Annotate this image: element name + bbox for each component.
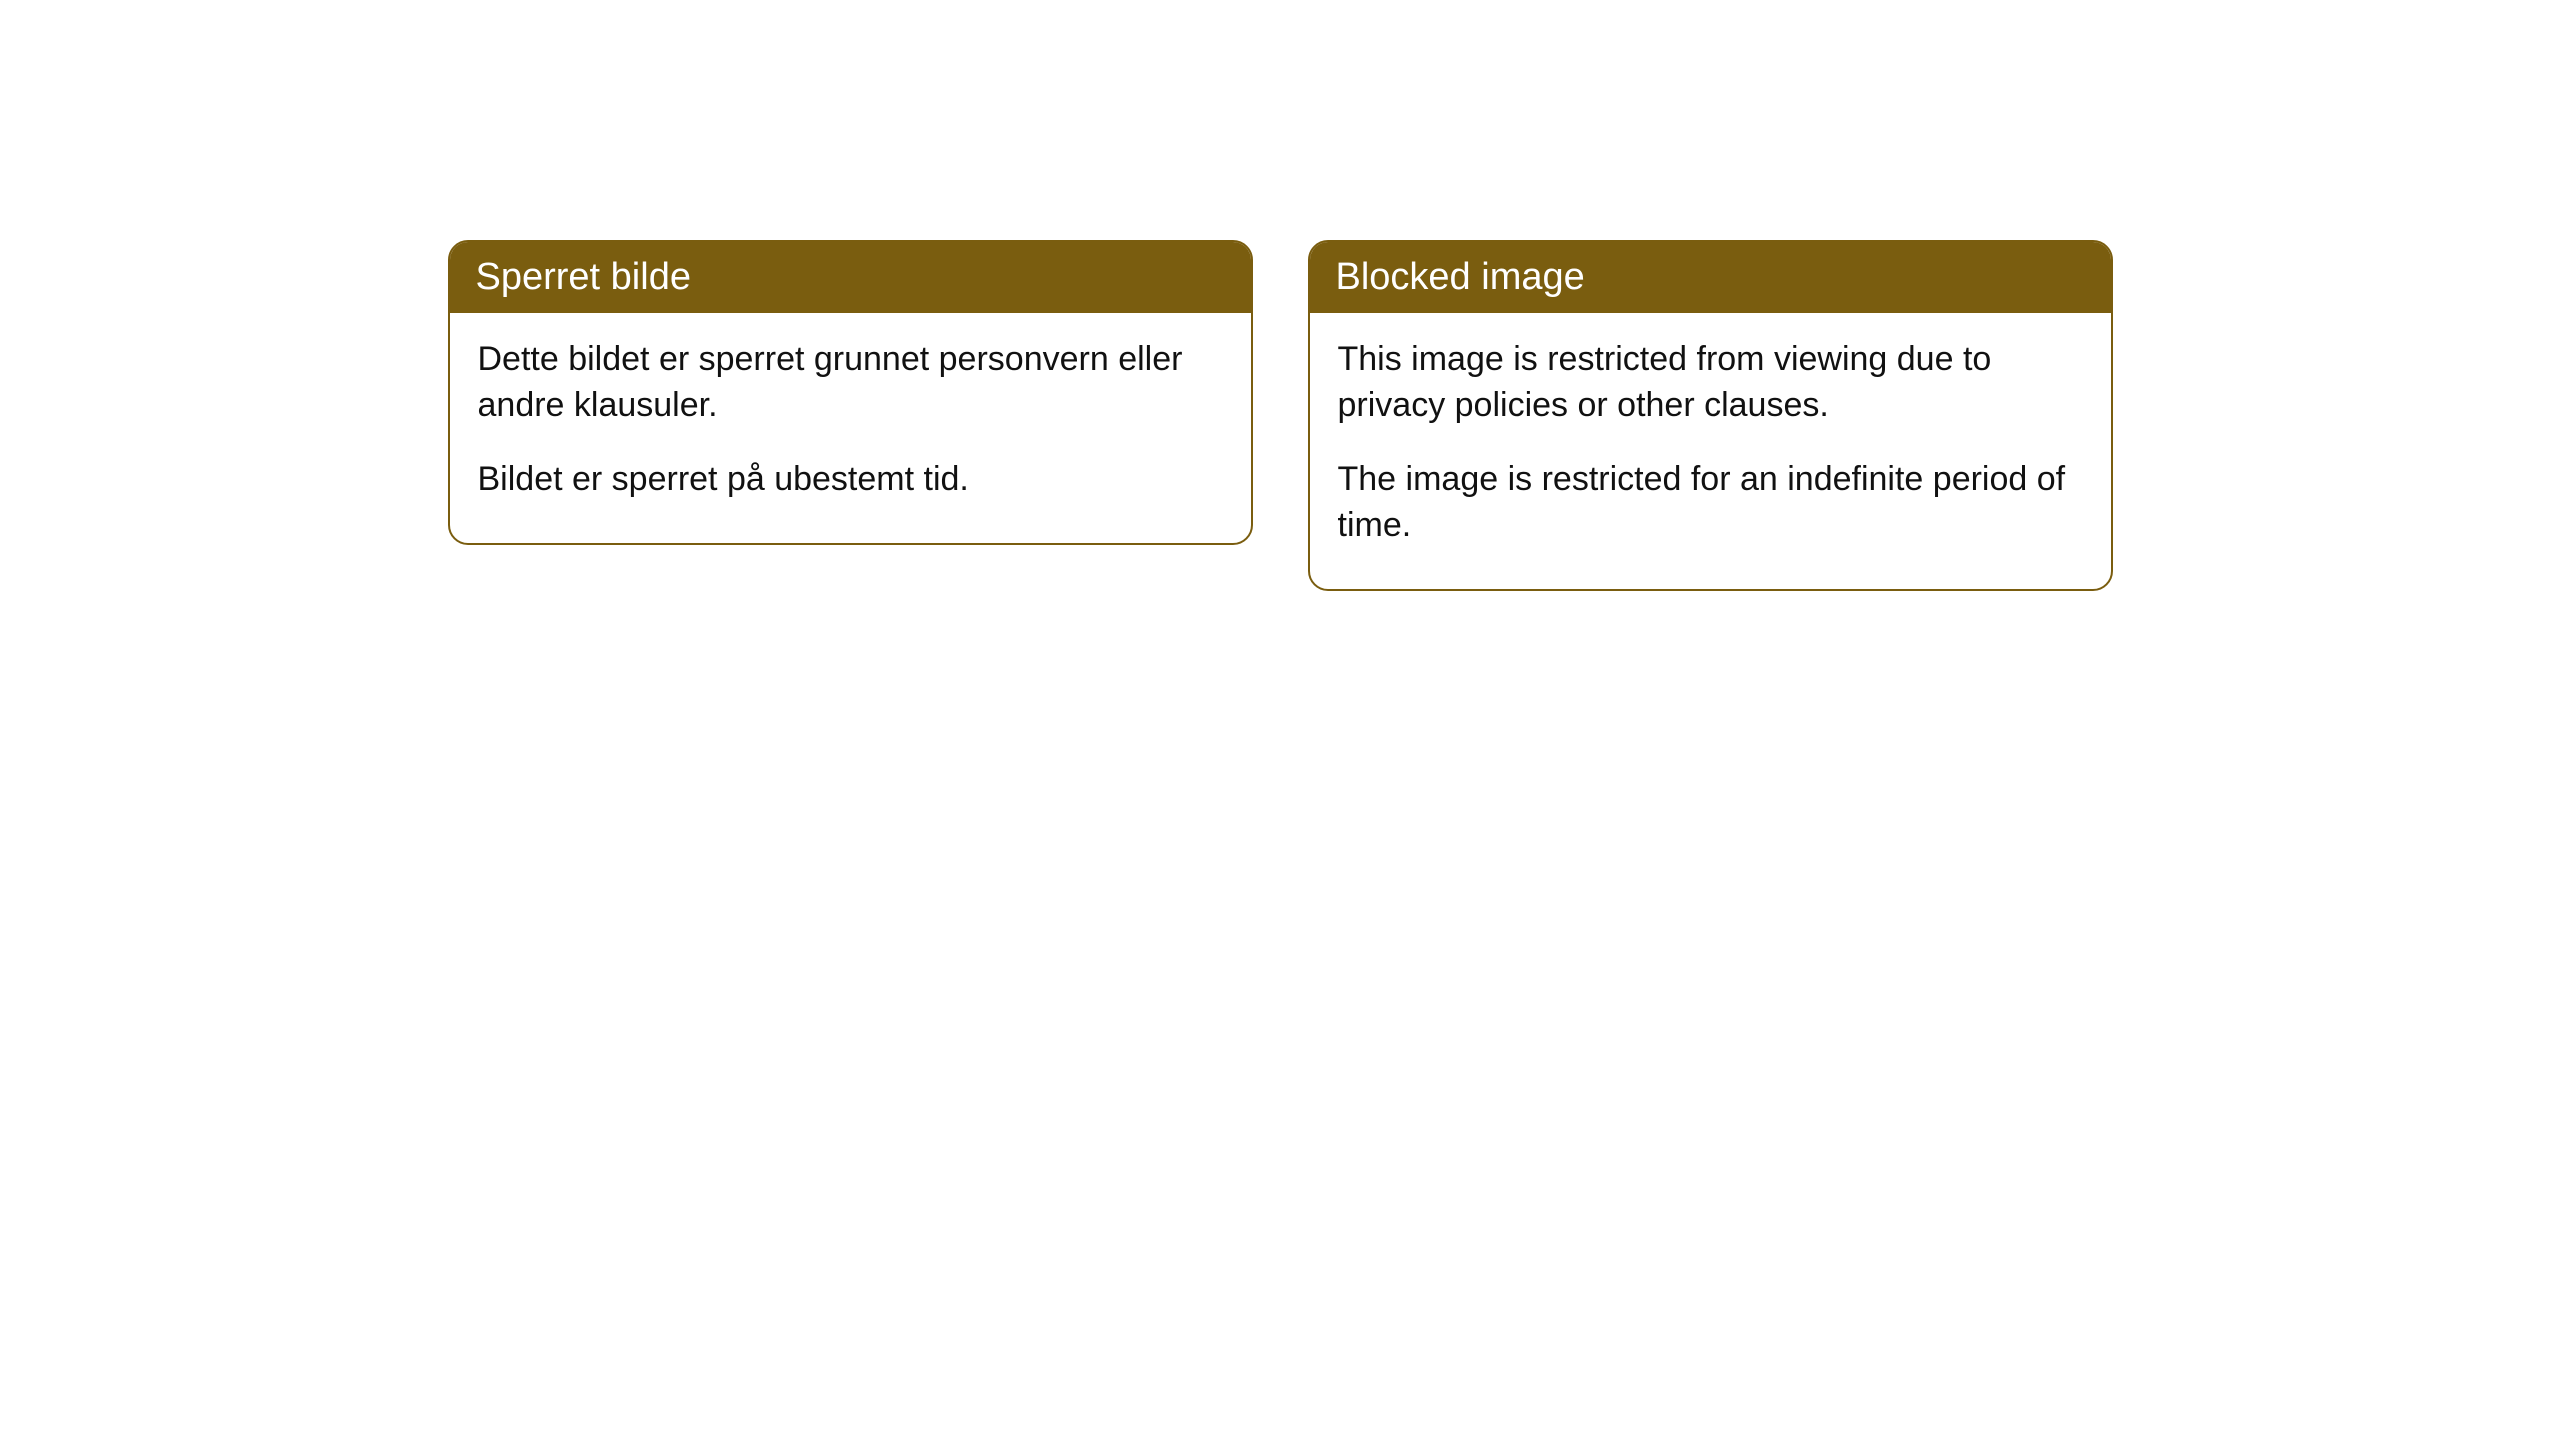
card-header-norwegian: Sperret bilde (450, 242, 1251, 313)
card-header-english: Blocked image (1310, 242, 2111, 313)
card-title-english: Blocked image (1336, 256, 1585, 298)
card-title-norwegian: Sperret bilde (476, 256, 691, 298)
card-body-norwegian: Dette bildet er sperret grunnet personve… (450, 313, 1251, 543)
card-norwegian: Sperret bilde Dette bildet er sperret gr… (448, 240, 1253, 545)
card-body-english: This image is restricted from viewing du… (1310, 313, 2111, 589)
card-paragraph-1-english: This image is restricted from viewing du… (1338, 337, 2083, 429)
card-english: Blocked image This image is restricted f… (1308, 240, 2113, 591)
card-paragraph-2-norwegian: Bildet er sperret på ubestemt tid. (478, 457, 1223, 503)
card-paragraph-2-english: The image is restricted for an indefinit… (1338, 457, 2083, 549)
card-paragraph-1-norwegian: Dette bildet er sperret grunnet personve… (478, 337, 1223, 429)
cards-container: Sperret bilde Dette bildet er sperret gr… (448, 240, 2113, 1440)
